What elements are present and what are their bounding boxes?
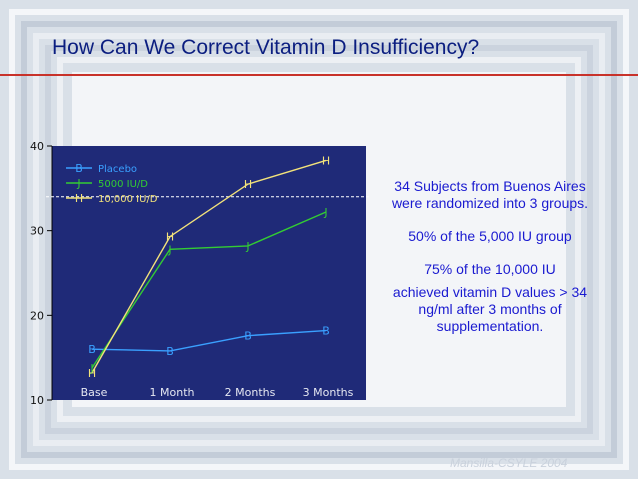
plot-area (52, 146, 366, 400)
y-tick-label: 10 (30, 394, 44, 407)
legend-label: 10,000 IU/D (98, 194, 158, 205)
series-line (91, 329, 327, 352)
data-point-marker: H (88, 367, 96, 380)
note-10000-result: 75% of the 10,000 IU (424, 261, 556, 277)
data-point-marker: J (245, 240, 249, 253)
line-chart: 10 20 30 40 Base 1 Month 2 Months 3 Months B B B B… (0, 130, 380, 450)
data-point-marker: B (322, 325, 330, 338)
legend-marker: H (75, 192, 83, 205)
series-line (91, 211, 327, 369)
legend-marker: J (76, 177, 80, 190)
chart-svg: 10 20 30 40 Base 1 Month 2 Months 3 Months B B B B… (30, 140, 370, 407)
data-point-marker: B (88, 343, 96, 356)
legend-marker: B (75, 162, 83, 175)
data-point-marker: J (89, 362, 93, 375)
x-tick-label: 3 Months (303, 386, 354, 399)
note-study-description: 34 Subjects from Buenos Aires were rando… (391, 178, 589, 211)
x-tick-label: Base (81, 386, 108, 399)
data-point-marker: J (323, 206, 327, 219)
legend-label: 5000 IU/D (98, 179, 148, 190)
data-point-marker: B (244, 330, 252, 343)
data-point-marker: H (322, 154, 330, 167)
y-tick-label: 30 (30, 225, 44, 238)
y-tick-label: 20 (30, 309, 44, 322)
notes-panel: 34 Subjects from Buenos Aires were rando… (390, 178, 590, 351)
y-tick-label: 40 (30, 140, 44, 153)
x-tick-label: 2 Months (225, 386, 276, 399)
note-5000-result: 50% of the 5,000 IU group (408, 228, 572, 244)
data-point-marker: J (167, 243, 171, 256)
data-point-marker: H (166, 231, 174, 244)
source-citation: Mansilla-CSYLE 2004 (450, 456, 568, 470)
note-outcome: achieved vitamin D values > 34 ng/ml aft… (392, 284, 588, 334)
legend-label: Placebo (98, 164, 137, 175)
slide-title: How Can We Correct Vitamin D Insufficien… (52, 36, 480, 59)
series-line (91, 159, 327, 374)
data-point-marker: H (244, 178, 252, 191)
data-point-marker: B (166, 345, 174, 358)
x-tick-label: 1 Month (150, 386, 195, 399)
title-divider (0, 74, 638, 76)
